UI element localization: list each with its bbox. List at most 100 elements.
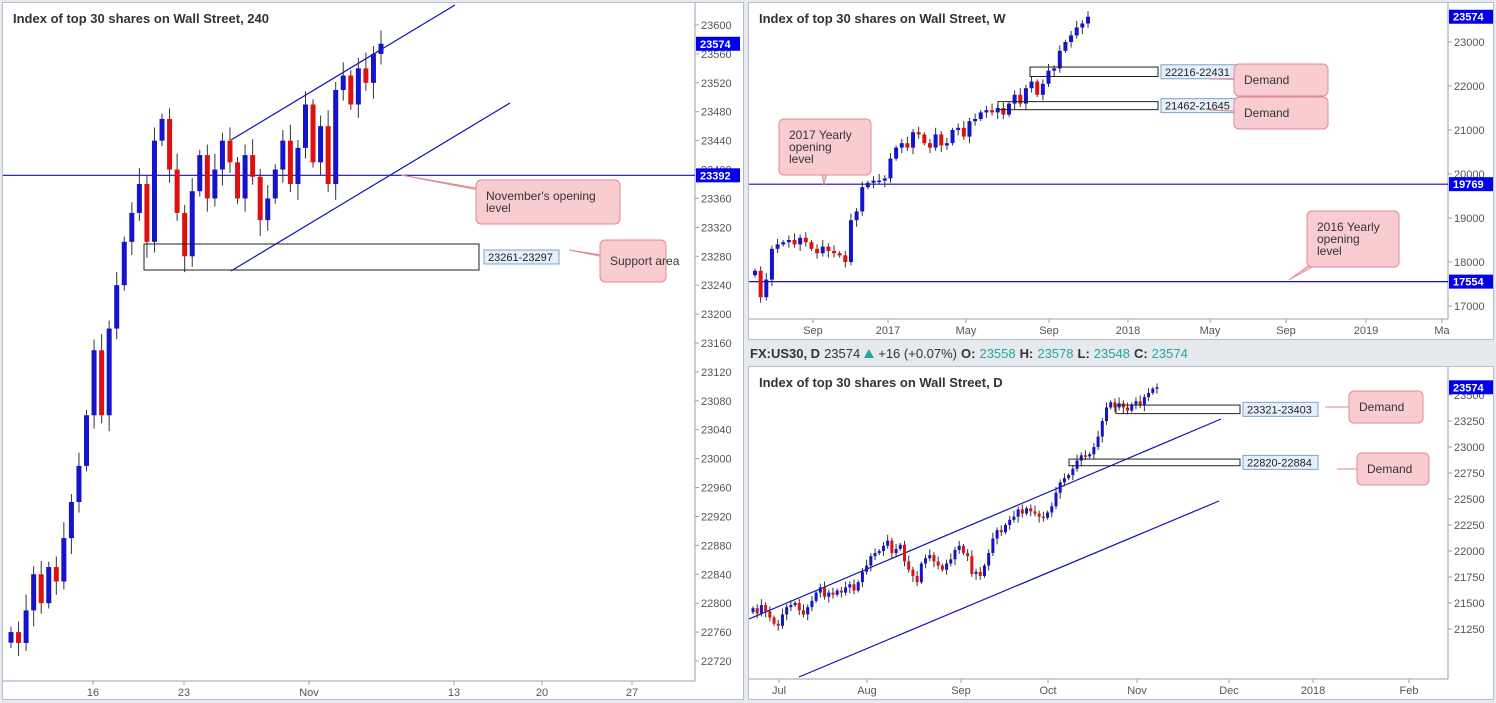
weekly-candle-body: [967, 121, 972, 137]
daily-chart[interactable]: 2350023250230002275022500222502200021750…: [749, 367, 1494, 700]
weekly-candle-body: [854, 211, 859, 221]
daily-demand-zone: [1068, 458, 1241, 467]
daily-candle-body: [898, 544, 902, 549]
h4-candle-body: [38, 574, 44, 604]
daily-candle-body: [1079, 455, 1083, 461]
weekly-x-tick-label: May: [956, 325, 977, 337]
weekly-callout-text: Demand: [1244, 106, 1289, 120]
h4-price-badge-label: 23574: [700, 39, 731, 51]
h4-candle-body: [53, 567, 59, 582]
change-value: +16 (+0.07%): [878, 345, 958, 361]
h4-candle-body: [227, 140, 233, 163]
weekly-chart-panel[interactable]: 23000 22000 21000 20000 19000 18000 17000 Sep 20…: [748, 2, 1494, 340]
daily-candle-body: [1138, 401, 1142, 406]
daily-candle-body: [1050, 506, 1054, 513]
h4-candle-body: [235, 162, 241, 199]
weekly-candle-body: [950, 130, 955, 144]
daily-y-tick-label: 21250: [1454, 624, 1485, 636]
daily-x-tick-label: 2018: [1301, 685, 1325, 697]
weekly-candle-body: [1035, 81, 1040, 95]
weekly-candle-body: [758, 270, 763, 298]
h4-candle-body: [8, 632, 14, 643]
daily-candle-body: [1083, 455, 1087, 457]
weekly-price-badge-label: 23574: [1453, 12, 1484, 24]
daily-candle-body: [877, 551, 881, 554]
daily-candle-body: [768, 611, 772, 618]
weekly-candle-body: [1006, 103, 1011, 115]
daily-chart-panel[interactable]: 23500 23250 23000 22750 22500 22250 22000 21750…: [748, 366, 1494, 700]
daily-candle-body: [789, 605, 793, 608]
daily-candle-body: [982, 565, 986, 576]
weekly-candle-body: [1040, 83, 1045, 95]
h4-candle-body: [272, 169, 278, 199]
weekly-candle-body: [882, 178, 887, 181]
h4-candle-body: [265, 198, 271, 221]
daily-candle-body: [1025, 508, 1029, 514]
daily-candle-body: [907, 561, 911, 570]
weekly-candle-body: [1012, 94, 1017, 104]
daily-candle-body: [1155, 387, 1159, 389]
h4-candle-body: [219, 140, 225, 170]
h4-demand-zone: [143, 243, 480, 271]
weekly-candle-body: [905, 143, 910, 148]
h4-y-tick-label: 23040: [701, 425, 732, 437]
daily-candle-body: [974, 571, 978, 574]
daily-candle-body: [797, 603, 801, 611]
daily-candle-body: [860, 571, 864, 583]
h4-candle-body: [99, 350, 105, 416]
h4-chart[interactable]: 2360023560235202348023440234002336023320…: [3, 3, 744, 700]
daily-zone-label: 22820-22884: [1247, 457, 1312, 469]
h4-y-tick-label: 22960: [701, 483, 732, 495]
weekly-candle-body: [978, 112, 983, 119]
weekly-candle-body: [753, 270, 757, 276]
daily-callout-box: [1356, 452, 1430, 486]
daily-x-tick-label: Dec: [1219, 685, 1239, 697]
h4-chart-panel[interactable]: 2360023560235202348023440234002336023320…: [2, 2, 744, 700]
h4-candle-body: [302, 104, 308, 148]
weekly-x-tick-label: Sep: [1276, 325, 1296, 337]
weekly-candle-body: [1086, 16, 1090, 24]
daily-candle-body: [1134, 401, 1138, 405]
daily-channel-line: [798, 500, 1220, 678]
daily-candle-body: [940, 565, 944, 570]
weekly-candle-body: [1046, 70, 1051, 84]
weekly-candle-body: [803, 237, 808, 243]
h4-candle-body: [257, 176, 263, 221]
h4-candle-body: [121, 241, 127, 286]
weekly-demand-zone: [997, 101, 1159, 111]
daily-channel-line: [749, 418, 1222, 620]
h4-y-tick-label: 22800: [701, 598, 732, 610]
h4-y-tick-label: 23480: [701, 107, 732, 119]
weekly-candle-body: [927, 143, 932, 148]
weekly-candle-body: [826, 246, 831, 251]
h4-y-tick-label: 23000: [701, 454, 732, 466]
weekly-candle-body: [944, 143, 949, 146]
h4-candle-body: [280, 140, 286, 170]
weekly-candle-body: [781, 242, 786, 245]
daily-candle-body: [1096, 436, 1100, 447]
daily-candle-body: [844, 587, 848, 593]
h4-candle-body: [204, 155, 210, 199]
daily-candle-body: [894, 548, 898, 554]
weekly-candle-body: [899, 143, 904, 148]
daily-candle-body: [1058, 482, 1062, 493]
weekly-x-tick-label: May: [1200, 325, 1221, 337]
h4-candle-body: [61, 538, 67, 582]
daily-candle-body: [957, 545, 961, 550]
daily-x-tick-label: Feb: [1400, 685, 1419, 697]
h4-y-tick-label: 23120: [701, 367, 732, 379]
weekly-price-badge-label: 19769: [1453, 179, 1484, 191]
daily-candle-body: [949, 559, 953, 564]
close-label: C:: [1133, 345, 1148, 361]
h4-candle-body: [144, 184, 150, 242]
daily-candle-body: [1016, 509, 1020, 517]
h4-candle-body: [23, 610, 29, 643]
weekly-candle-body: [956, 127, 961, 130]
daily-candle-body: [759, 605, 763, 614]
daily-candle-body: [772, 617, 776, 624]
daily-candle-body: [1062, 478, 1066, 483]
h4-y-tick-label: 23520: [701, 78, 732, 90]
daily-candle-body: [814, 592, 818, 601]
daily-candle-body: [928, 555, 932, 559]
